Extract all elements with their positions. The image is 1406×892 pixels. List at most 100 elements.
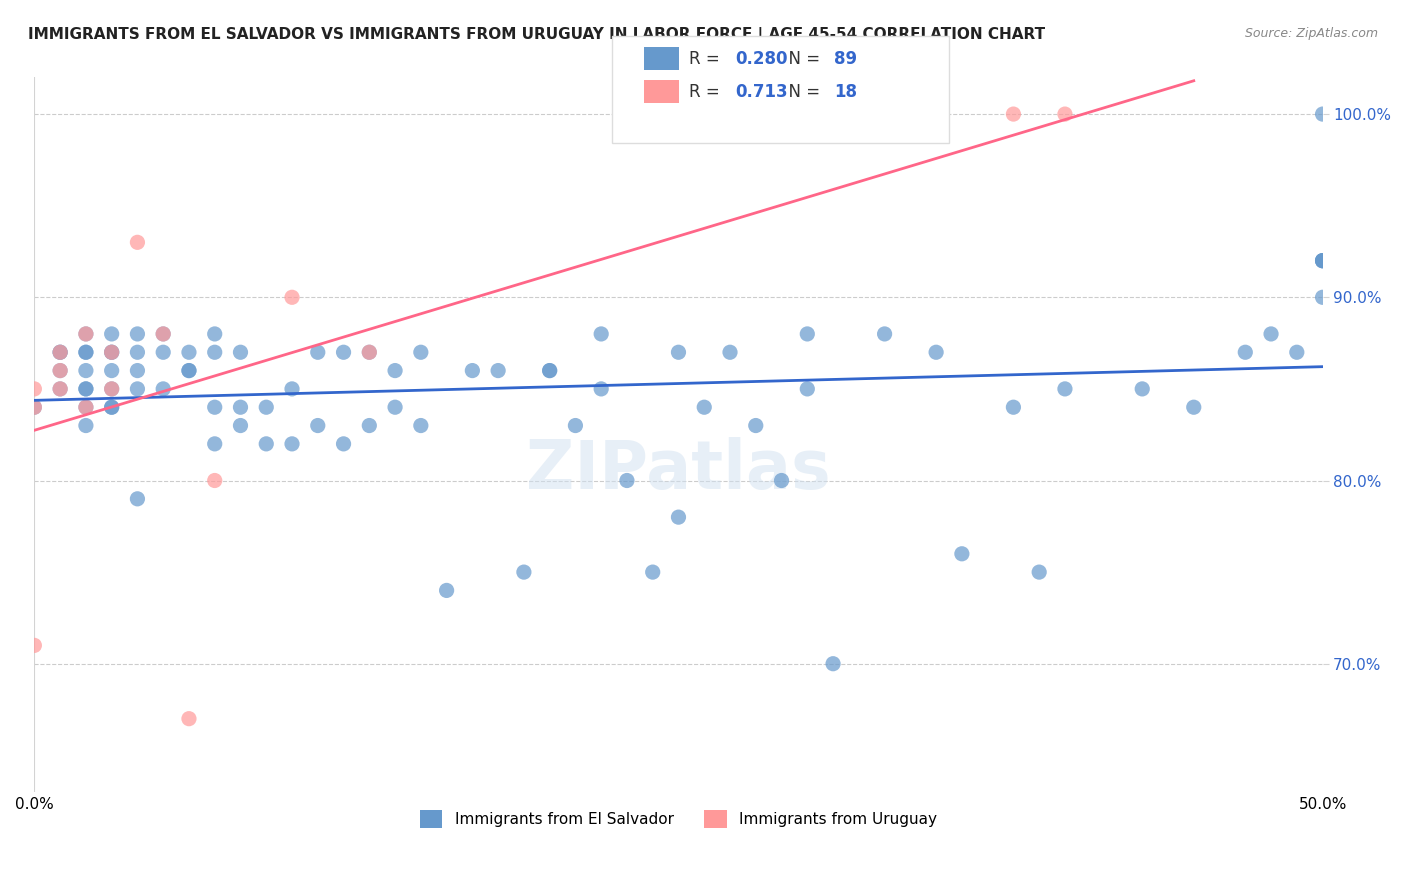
- Point: [152, 382, 174, 396]
- Point: [409, 418, 432, 433]
- Point: [152, 345, 174, 359]
- Point: [332, 437, 354, 451]
- Point: [591, 326, 613, 341]
- Point: [409, 345, 432, 359]
- Point: [127, 491, 149, 506]
- Text: N =: N =: [778, 50, 825, 68]
- Point: [127, 345, 149, 359]
- Text: N =: N =: [778, 83, 825, 101]
- Point: [177, 363, 200, 377]
- Text: IMMIGRANTS FROM EL SALVADOR VS IMMIGRANTS FROM URUGUAY IN LABOR FORCE | AGE 45-5: IMMIGRANTS FROM EL SALVADOR VS IMMIGRANT…: [28, 27, 1045, 43]
- Point: [75, 326, 97, 341]
- Point: [49, 382, 72, 396]
- Point: [641, 565, 664, 579]
- Point: [75, 418, 97, 433]
- Point: [359, 418, 381, 433]
- Point: [281, 382, 304, 396]
- Point: [1312, 253, 1334, 268]
- Point: [100, 345, 122, 359]
- Point: [22, 382, 45, 396]
- Point: [75, 401, 97, 415]
- Point: [229, 345, 252, 359]
- Point: [100, 401, 122, 415]
- Point: [513, 565, 536, 579]
- Point: [75, 363, 97, 377]
- Text: Source: ZipAtlas.com: Source: ZipAtlas.com: [1244, 27, 1378, 40]
- Point: [229, 418, 252, 433]
- Point: [384, 401, 406, 415]
- Point: [75, 345, 97, 359]
- Point: [1130, 382, 1153, 396]
- Text: 0.713: 0.713: [735, 83, 787, 101]
- Point: [359, 345, 381, 359]
- Point: [204, 345, 226, 359]
- Point: [100, 382, 122, 396]
- Point: [49, 382, 72, 396]
- Point: [925, 345, 948, 359]
- Point: [49, 345, 72, 359]
- Point: [100, 382, 122, 396]
- Point: [127, 363, 149, 377]
- Point: [359, 345, 381, 359]
- Point: [718, 345, 741, 359]
- Point: [1312, 253, 1334, 268]
- Point: [127, 326, 149, 341]
- Point: [745, 418, 768, 433]
- Text: 89: 89: [834, 50, 856, 68]
- Point: [177, 712, 200, 726]
- Point: [100, 401, 122, 415]
- Point: [204, 401, 226, 415]
- Point: [100, 326, 122, 341]
- Point: [384, 363, 406, 377]
- Text: ZIPatlas: ZIPatlas: [526, 437, 831, 503]
- Point: [873, 326, 896, 341]
- Point: [538, 363, 561, 377]
- Point: [668, 510, 690, 524]
- Point: [177, 363, 200, 377]
- Point: [307, 418, 329, 433]
- Point: [152, 326, 174, 341]
- Point: [127, 235, 149, 250]
- Point: [75, 382, 97, 396]
- Text: 18: 18: [834, 83, 856, 101]
- Point: [1260, 326, 1282, 341]
- Point: [1053, 382, 1076, 396]
- Point: [49, 345, 72, 359]
- Point: [1002, 401, 1025, 415]
- Point: [693, 401, 716, 415]
- Point: [254, 401, 277, 415]
- Point: [49, 363, 72, 377]
- Point: [49, 363, 72, 377]
- Point: [1312, 107, 1334, 121]
- Point: [1028, 565, 1050, 579]
- Point: [823, 657, 845, 671]
- Point: [1312, 290, 1334, 304]
- Point: [564, 418, 586, 433]
- Text: R =: R =: [689, 50, 725, 68]
- Point: [281, 290, 304, 304]
- Point: [950, 547, 973, 561]
- Point: [75, 382, 97, 396]
- Point: [332, 345, 354, 359]
- Point: [461, 363, 484, 377]
- Point: [616, 474, 638, 488]
- Point: [127, 382, 149, 396]
- Text: R =: R =: [689, 83, 725, 101]
- Point: [307, 345, 329, 359]
- Point: [75, 345, 97, 359]
- Point: [100, 345, 122, 359]
- Point: [100, 363, 122, 377]
- Point: [1053, 107, 1076, 121]
- Point: [796, 382, 818, 396]
- Point: [436, 583, 458, 598]
- Point: [668, 345, 690, 359]
- Point: [229, 401, 252, 415]
- Legend: Immigrants from El Salvador, Immigrants from Uruguay: Immigrants from El Salvador, Immigrants …: [413, 804, 943, 834]
- Point: [100, 345, 122, 359]
- Point: [1312, 253, 1334, 268]
- Point: [152, 326, 174, 341]
- Text: 0.280: 0.280: [735, 50, 787, 68]
- Point: [177, 345, 200, 359]
- Point: [281, 437, 304, 451]
- Point: [22, 639, 45, 653]
